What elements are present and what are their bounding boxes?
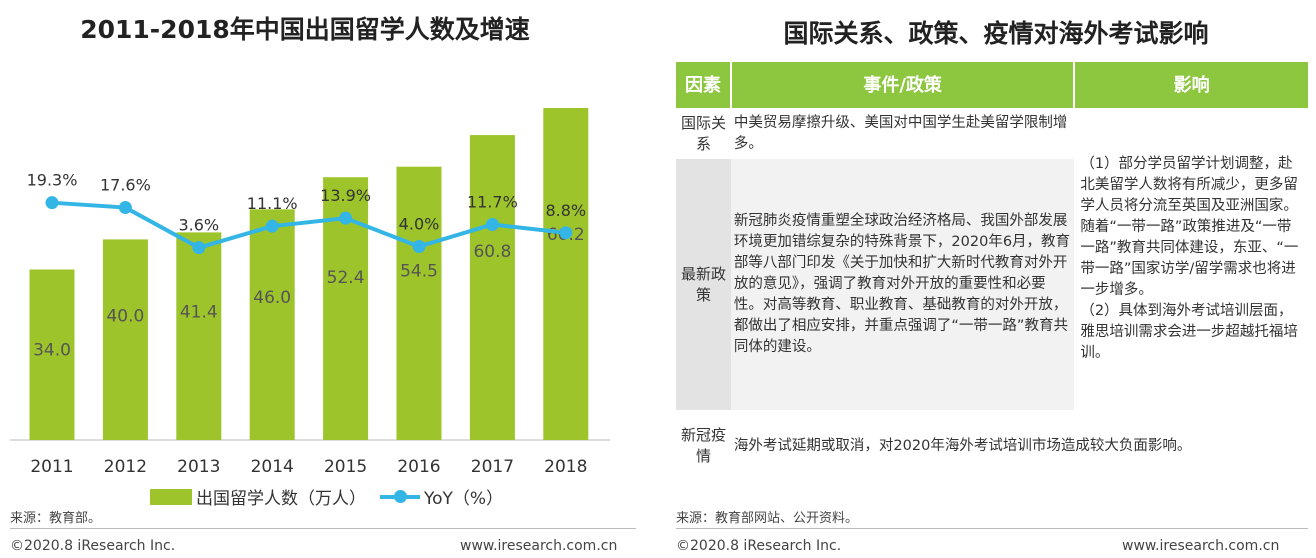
yoy-label: 13.9% bbox=[320, 186, 371, 205]
yoy-label: 8.8% bbox=[545, 201, 586, 220]
bar bbox=[543, 108, 589, 440]
event-cell: 海外考试延期或取消，对2020年海外考试培训市场造成较大负面影响。 bbox=[733, 437, 1192, 454]
factor-cell: 新冠疫情 bbox=[680, 426, 726, 465]
table-title: 国际关系、政策、疫情对海外考试影响 bbox=[783, 19, 1209, 48]
table-row: 国际关系 中美贸易摩擦升级、美国对中国学生赴美留学限制增多。 （1）部分学员留学… bbox=[676, 108, 1308, 362]
event-cell: 中美贸易摩擦升级、美国对中国学生赴美留学限制增多。 bbox=[733, 114, 1068, 152]
bar-label: 40.0 bbox=[106, 307, 144, 327]
bar-label: 60.8 bbox=[473, 242, 511, 262]
yoy-label: 11.7% bbox=[467, 192, 518, 211]
table-row: 最新政策 新冠肺炎疫情重塑全球政治经济格局、我国外部发展环境更加错综复杂的特殊背… bbox=[676, 159, 1308, 410]
factor-cell: 最新政策 bbox=[676, 159, 731, 410]
header-impact: 影响 bbox=[1074, 62, 1308, 108]
x-tick-label: 2016 bbox=[397, 457, 440, 477]
yoy-point bbox=[339, 211, 353, 225]
left-website: www.iresearch.com.cn bbox=[460, 538, 618, 554]
yoy-label: 11.1% bbox=[247, 194, 298, 213]
yoy-label: 17.6% bbox=[100, 176, 151, 195]
table-row: 新冠疫情 海外考试延期或取消，对2020年海外考试培训市场造成较大负面影响。 bbox=[676, 410, 1308, 482]
bar-label: 46.0 bbox=[253, 288, 291, 308]
bar bbox=[249, 209, 295, 440]
bar bbox=[29, 269, 75, 440]
legend-bar-swatch bbox=[150, 488, 192, 505]
impact-2: （2）具体到海外考试培训层面，雅思培训需求会进一步超越托福培训。 bbox=[1080, 303, 1298, 361]
bar bbox=[176, 232, 222, 440]
yoy-point bbox=[559, 226, 573, 240]
yoy-point bbox=[412, 240, 426, 254]
yoy-point bbox=[485, 217, 499, 231]
legend-bar-label: 出国留学人数（万人） bbox=[196, 489, 366, 509]
impact-1: （1）部分学员留学计划调整，赴北美留学人数将有所减少，更多留学人员将分流至英国及… bbox=[1080, 156, 1299, 298]
right-website: www.iresearch.com.cn bbox=[1122, 538, 1280, 554]
left-copyright: ©2020.8 iResearch Inc. bbox=[10, 538, 176, 554]
x-tick-label: 2014 bbox=[251, 457, 294, 477]
chart-title: 2011-2018年中国出国留学人数及增速 bbox=[80, 15, 530, 44]
legend-line-label: YoY（%） bbox=[424, 489, 504, 509]
yoy-line bbox=[51, 200, 567, 250]
bar-label: 52.4 bbox=[327, 268, 365, 288]
x-tick-label: 2017 bbox=[471, 457, 514, 477]
bar bbox=[102, 239, 148, 440]
right-source: 来源：教育部网站、公开资料。 bbox=[676, 511, 859, 526]
left-source: 来源：教育部。 bbox=[10, 511, 102, 526]
header-event: 事件/政策 bbox=[730, 62, 1076, 108]
bar-label: 41.4 bbox=[180, 302, 218, 322]
header-factor: 因素 bbox=[676, 62, 732, 108]
x-tick-label: 2018 bbox=[544, 457, 587, 477]
right-copyright: ©2020.8 iResearch Inc. bbox=[676, 538, 842, 554]
legend-line-swatch bbox=[380, 489, 420, 503]
yoy-point bbox=[45, 196, 59, 210]
yoy-label: 4.0% bbox=[399, 215, 440, 234]
table-header: 因素 事件/政策 影响 bbox=[676, 62, 1308, 108]
right-divider bbox=[676, 528, 1308, 529]
x-tick-label: 2012 bbox=[104, 457, 147, 477]
yoy-label: 3.6% bbox=[178, 216, 219, 235]
x-tick-label: 2011 bbox=[30, 457, 73, 477]
legend: 出国留学人数（万人） YoY（%） bbox=[150, 484, 503, 509]
bar-label: 54.5 bbox=[400, 262, 438, 282]
left-divider bbox=[10, 528, 636, 529]
yoy-label: 19.3% bbox=[27, 171, 78, 190]
x-tick-label: 2013 bbox=[177, 457, 220, 477]
yoy-point bbox=[192, 241, 206, 255]
bar-label: 34.0 bbox=[33, 341, 71, 361]
event-cell: 新冠肺炎疫情重塑全球政治经济格局、我国外部发展环境更加错综复杂的特殊背景下，20… bbox=[730, 159, 1075, 410]
x-tick-label: 2015 bbox=[324, 457, 367, 477]
bar bbox=[396, 166, 442, 440]
impact-cell: （1）部分学员留学计划调整，赴北美留学人数将有所减少，更多留学人员将分流至英国及… bbox=[1074, 108, 1308, 410]
yoy-point bbox=[265, 219, 279, 233]
factor-cell: 国际关系 bbox=[680, 113, 726, 153]
bar bbox=[469, 135, 515, 440]
yoy-point bbox=[118, 201, 132, 215]
impact-table: 因素 事件/政策 影响 国际关系 中美贸易摩擦升级、美国对中国学生赴美留学限制增… bbox=[676, 62, 1308, 482]
bar-line-chart: 34.0 2011 40.0 2012 41.4 2013 46.0 2014 52.4 2015… bbox=[10, 108, 610, 477]
